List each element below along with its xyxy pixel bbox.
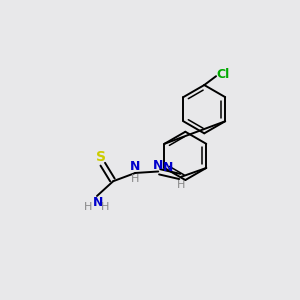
Text: H: H [177,180,185,190]
Text: H: H [130,174,139,184]
Text: N: N [92,196,103,209]
Text: S: S [95,150,106,164]
Text: N: N [153,158,164,172]
Text: Cl: Cl [216,68,229,81]
Text: H: H [83,202,92,212]
Text: N: N [130,160,140,173]
Text: H: H [101,202,110,212]
Text: N: N [163,161,173,175]
